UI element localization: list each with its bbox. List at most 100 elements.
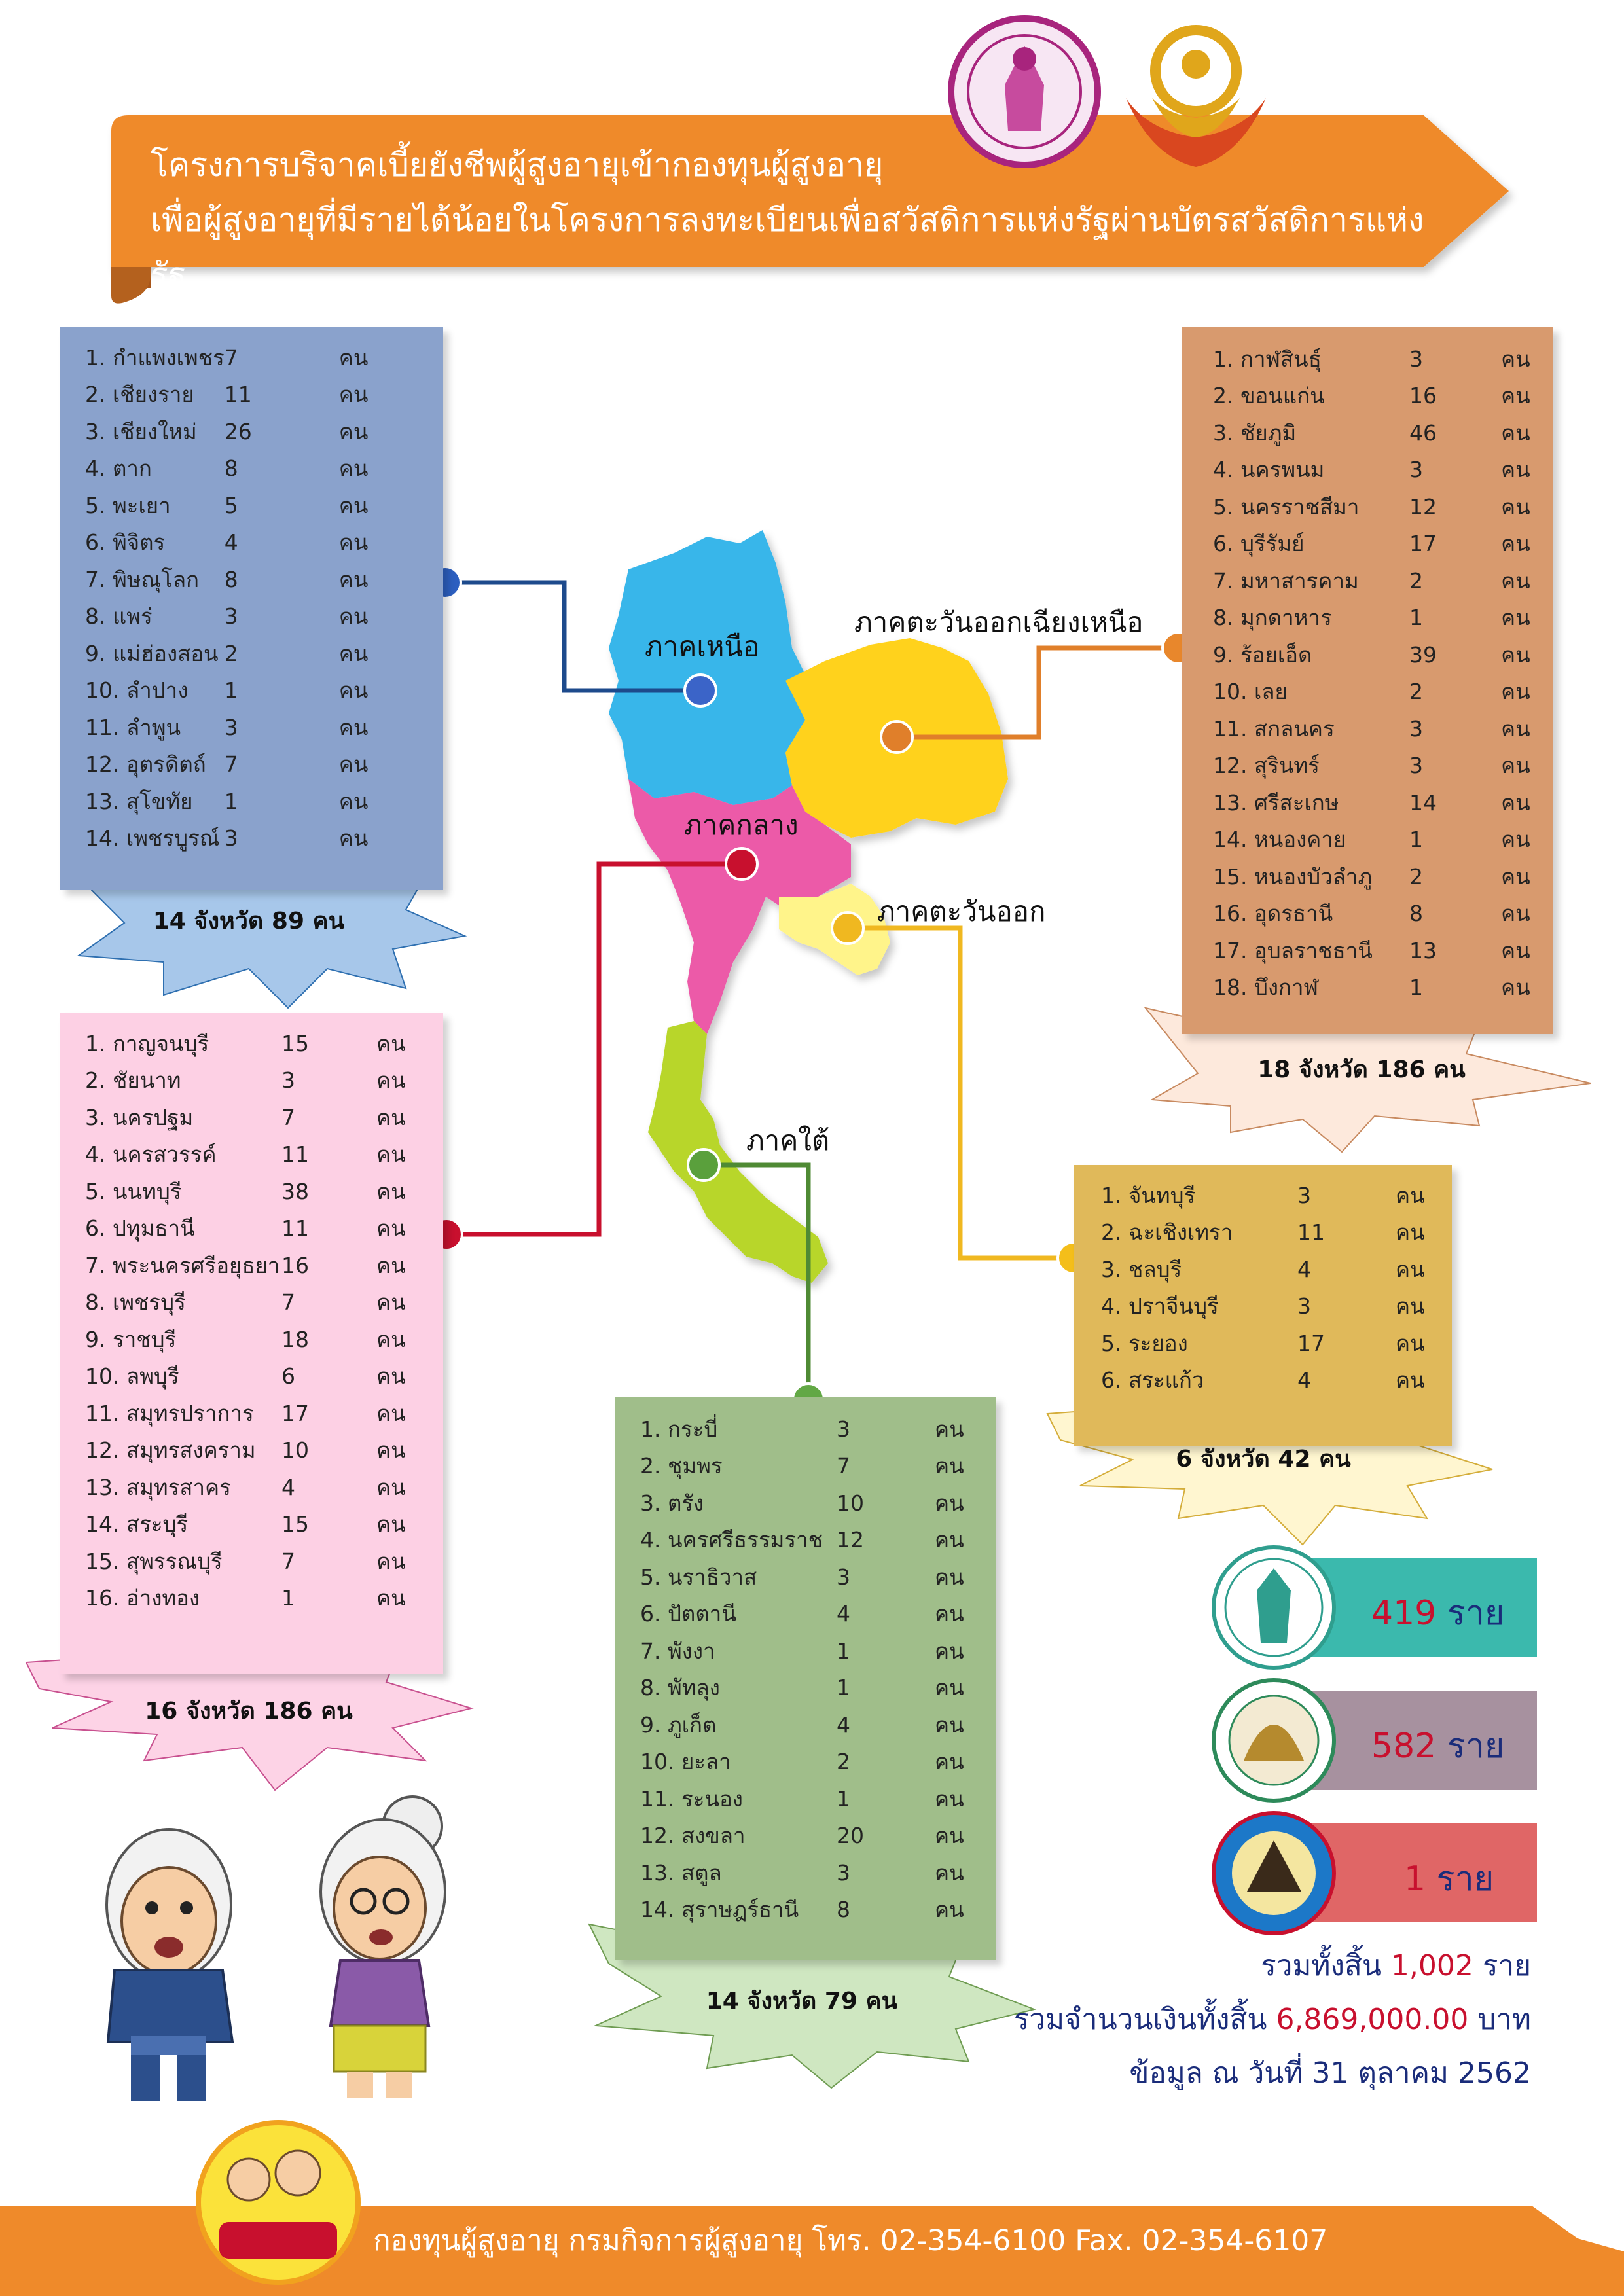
province-count: 39	[1409, 641, 1437, 668]
province-name: 1. กำแพงเพชร	[85, 344, 225, 370]
province-name: 3. นครปฐม	[85, 1104, 194, 1130]
province-unit: คน	[1501, 975, 1530, 1001]
province-count: 10	[837, 1490, 864, 1516]
province-unit: คน	[935, 1823, 964, 1849]
province-count: 2	[1409, 567, 1423, 594]
province-name: 1. กระบี่	[640, 1416, 718, 1442]
province-unit: คน	[935, 1897, 964, 1923]
province-name: 11. ลำพูน	[85, 714, 181, 740]
province-count: 2	[1409, 863, 1423, 889]
province-unit: คน	[935, 1785, 964, 1812]
province-row: 6. สระแก้ว 4 คน	[1101, 1362, 1425, 1399]
province-unit: คน	[1501, 789, 1530, 816]
province-unit: คน	[1501, 531, 1530, 557]
province-count: 1	[837, 1675, 850, 1701]
province-unit: คน	[338, 677, 369, 704]
province-unit: คน	[1396, 1256, 1425, 1282]
province-row: 2. ชุมพร 7 คน	[640, 1448, 964, 1485]
province-name: 4. นครศรีธรรมราช	[640, 1527, 823, 1553]
province-unit: คน	[1501, 827, 1530, 853]
province-count: 5	[224, 492, 238, 518]
province-row: 14. หนองคาย 1 คน	[1213, 821, 1530, 859]
province-count: 1	[837, 1785, 850, 1812]
province-row: 5. ระยอง 17 คน	[1101, 1325, 1425, 1362]
data-as-of-date: ข้อมูล ณ วันที่ 31 ตุลาคม 2562	[1129, 2056, 1531, 2090]
province-row: 1. กาฬสินธุ์ 3 คน	[1213, 340, 1530, 378]
province-count: 16	[1409, 383, 1437, 409]
province-row: 1. กำแพงเพชร 7 คน	[85, 339, 368, 376]
east-summary-label: 6 จังหวัด 42 คน	[1176, 1446, 1351, 1473]
province-name: 12. สุรินทร์	[1213, 753, 1320, 779]
elderly-fund-emblem	[1212, 1545, 1336, 1670]
province-unit: คน	[338, 640, 369, 666]
province-name: 8. พัทลุง	[640, 1675, 720, 1701]
province-name: 15. หนองบัวลำภู	[1213, 863, 1373, 889]
province-count: 15	[281, 1030, 309, 1056]
province-name: 7. พระนครศรีอยุธยา	[85, 1252, 280, 1278]
province-count: 7	[224, 344, 238, 370]
province-row: 5. นนทบุรี 38 คน	[85, 1173, 406, 1210]
province-row: 9. แม่ฮ่องสอน 2 คน	[85, 635, 368, 672]
province-row: 4. ตาก 8 คน	[85, 450, 368, 488]
province-unit: คน	[935, 1712, 964, 1738]
province-name: 14. หนองคาย	[1213, 827, 1346, 853]
province-row: 15. หนองบัวลำภู 2 คน	[1213, 858, 1530, 895]
province-unit: คน	[338, 751, 369, 778]
province-count: 26	[224, 418, 252, 444]
province-name: 12. สงขลา	[640, 1823, 746, 1849]
elderly-department-logo	[1126, 25, 1266, 167]
province-name: 13. ศรีสะเกษ	[1213, 789, 1339, 816]
province-row: 5. พะเยา 5 คน	[85, 487, 368, 524]
province-count: 1	[1409, 975, 1423, 1001]
province-unit: คน	[338, 825, 369, 852]
government-seal-logo	[948, 15, 1101, 168]
province-unit: คน	[1396, 1330, 1425, 1356]
province-unit: คน	[1501, 383, 1530, 409]
north-summary-label: 14 จังหวัด 89 คน	[153, 908, 345, 935]
province-unit: คน	[376, 1104, 406, 1130]
province-count: 11	[1297, 1219, 1325, 1246]
south-province-table: 1. กระบี่ 3 คน 2. ชุมพร 7 คน 3. ตรัง 10 คน 4. นคร…	[640, 1410, 964, 1928]
province-name: 13. สมุทรสาคร	[85, 1474, 231, 1500]
province-name: 6. สระแก้ว	[1101, 1367, 1204, 1393]
province-name: 4. นครสวรรค์	[85, 1141, 217, 1168]
province-count: 8	[224, 566, 238, 592]
province-name: 2. ฉะเชิงเทรา	[1101, 1219, 1233, 1246]
northeast-map-dot	[880, 720, 914, 754]
province-name: 1. จันทบุรี	[1101, 1182, 1196, 1208]
province-row: 9. ราชบุรี 18 คน	[85, 1321, 406, 1358]
province-row: 9. ภูเก็ต 4 คน	[640, 1706, 964, 1744]
province-unit: คน	[1501, 679, 1530, 705]
cartoon-elderly-man	[105, 1828, 234, 2101]
province-name: 9. ร้อยเอ็ด	[1213, 641, 1312, 668]
northeast-province-panel: 1. กาฬสินธุ์ 3 คน 2. ขอนแก่น 16 คน 3. ชัยภูมิ 4…	[1182, 327, 1553, 1034]
province-count: 1	[224, 677, 238, 704]
province-row: 8. มุกดาหาร 1 คน	[1213, 600, 1530, 637]
province-name: 11. ระนอง	[640, 1785, 743, 1812]
province-count: 11	[224, 382, 252, 408]
province-name: 6. พิจิตร	[85, 529, 166, 556]
province-unit: คน	[1501, 641, 1530, 668]
north-province-table: 1. กำแพงเพชร 7 คน 2. เชียงราย 11 คน 3. เชียงให…	[85, 339, 368, 857]
province-count: 8	[837, 1897, 850, 1923]
province-name: 4. นครพนม	[1213, 457, 1325, 483]
province-row: 4. ปราจีนบุรี 3 คน	[1101, 1288, 1425, 1325]
province-count: 3	[224, 825, 238, 852]
total-people: รวมทั้งสิ้น 1,002 ราย	[1261, 1943, 1531, 1988]
province-unit: คน	[376, 1067, 406, 1094]
province-row: 12. อุตรดิตถ์ 7 คน	[85, 746, 368, 783]
central-summary-label: 16 จังหวัด 186 คน	[145, 1698, 353, 1725]
total-people-unit: ราย	[1482, 1949, 1531, 1982]
north-province-panel: 1. กำแพงเพชร 7 คน 2. เชียงราย 11 คน 3. เชียงให…	[60, 327, 443, 890]
province-name: 13. สุโขทัย	[85, 788, 193, 814]
province-name: 12. อุตรดิตถ์	[85, 751, 206, 778]
province-count: 3	[1409, 457, 1423, 483]
province-count: 11	[281, 1141, 309, 1168]
province-unit: คน	[338, 456, 369, 482]
province-name: 2. ชัยนาท	[85, 1067, 181, 1094]
province-row: 2. ขอนแก่น 16 คน	[1213, 378, 1530, 415]
province-count: 1	[224, 788, 238, 814]
province-unit: คน	[1501, 937, 1530, 963]
province-unit: คน	[935, 1601, 964, 1627]
province-row: 11. สกลนคร 3 คน	[1213, 710, 1530, 747]
